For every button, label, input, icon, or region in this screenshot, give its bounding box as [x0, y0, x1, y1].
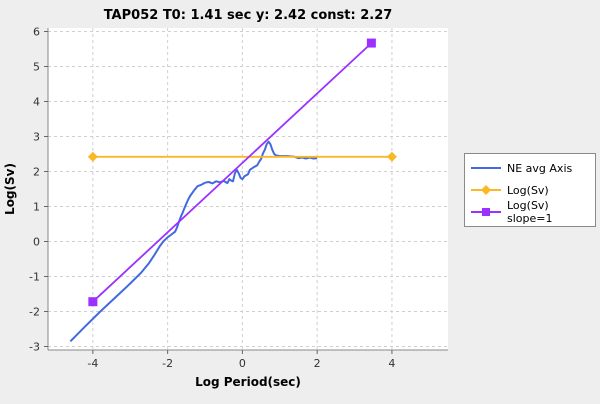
- series-line-2: [92, 42, 373, 303]
- y-tick-label: 2: [33, 166, 40, 179]
- x-tick-label: 0: [239, 357, 246, 370]
- y-tick-label: 5: [33, 61, 40, 74]
- chart-legend: NE avg Axis Log(Sv) Log(Sv) slope=1: [464, 153, 596, 227]
- data-point-square: [88, 297, 98, 307]
- x-axis-label: Log Period(sec): [195, 375, 301, 389]
- legend-label-ne-avg-axis: NE avg Axis: [507, 161, 573, 175]
- x-tick-label: 2: [314, 357, 321, 370]
- legend-item-log-sv: Log(Sv): [469, 179, 591, 201]
- legend-diamond-icon: [471, 185, 501, 195]
- legend-label-log-sv: Log(Sv): [507, 183, 549, 197]
- legend-item-log-sv-slope: Log(Sv) slope=1: [469, 199, 591, 225]
- legend-item-ne-avg-axis: NE avg Axis: [469, 157, 591, 179]
- data-point-diamond: [87, 151, 98, 162]
- y-tick-label: 4: [33, 96, 40, 109]
- y-tick-label: 3: [33, 131, 40, 144]
- series-line-0: [69, 140, 318, 343]
- legend-line-icon: [471, 167, 501, 169]
- y-axis-label: Log(Sv): [3, 163, 17, 215]
- x-tick-label: -2: [162, 357, 173, 370]
- data-point-diamond: [386, 151, 397, 162]
- y-tick-label: 6: [33, 26, 40, 39]
- x-tick-label: 4: [388, 357, 395, 370]
- legend-label-log-sv-slope: Log(Sv) slope=1: [507, 199, 553, 225]
- y-tick-label: 0: [33, 236, 40, 249]
- legend-square-icon: [471, 208, 501, 216]
- x-tick-label: -4: [87, 357, 98, 370]
- y-tick-label: -2: [29, 306, 40, 319]
- chart-title: TAP052 T0: 1.41 sec y: 2.42 const: 2.27: [104, 8, 393, 23]
- y-tick-label: -1: [29, 271, 40, 284]
- data-point-square: [366, 38, 376, 48]
- y-tick-label: -3: [29, 341, 40, 354]
- y-tick-label: 1: [33, 201, 40, 214]
- plot-area: [48, 28, 448, 350]
